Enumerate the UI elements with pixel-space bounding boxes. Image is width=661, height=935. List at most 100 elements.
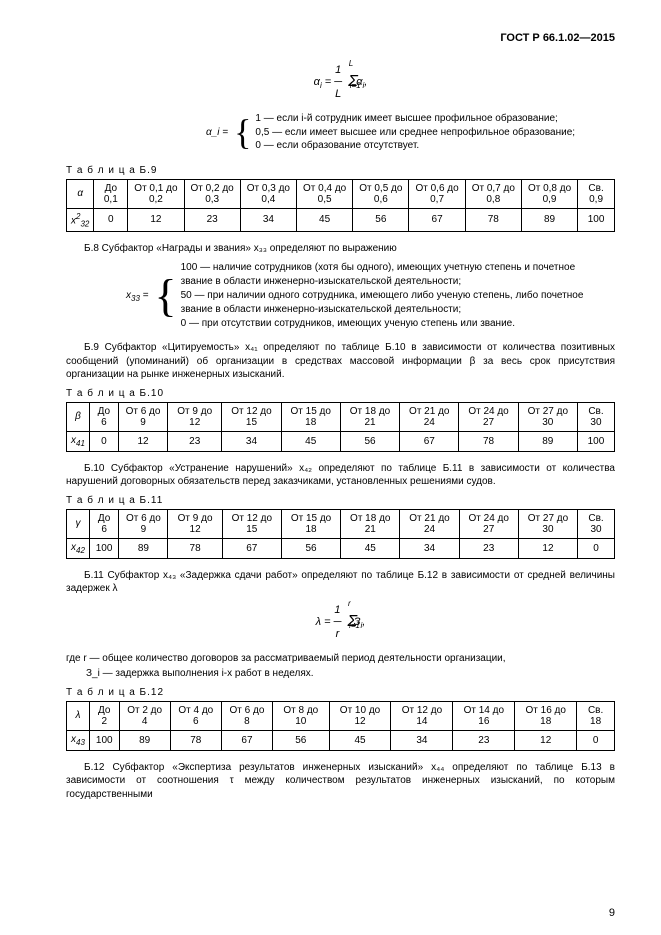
- t12-c6: 34: [391, 730, 453, 750]
- para-where2: З_i — задержка выполнения i-х работ в не…: [66, 667, 615, 681]
- t9-h0: α: [67, 179, 94, 208]
- t11-c0: 100: [89, 538, 118, 558]
- t9-c2: 23: [184, 208, 240, 231]
- t9-c7: 78: [465, 208, 521, 231]
- t10-h5: От 15 до 18: [281, 402, 340, 431]
- t11-rl: x42: [67, 538, 90, 558]
- t10-c6: 67: [400, 431, 459, 451]
- table-b10: β До 6 От 6 до 9 От 9 до 12 От 12 до 15 …: [66, 402, 615, 452]
- t9-c8: 89: [521, 208, 577, 231]
- brace-icon: {: [234, 114, 251, 150]
- t9-h2: От 0,1 до 0,2: [128, 179, 184, 208]
- t10-c8: 89: [518, 431, 577, 451]
- t12-h5: От 8 до 10: [273, 701, 330, 730]
- t12-c2: 78: [170, 730, 221, 750]
- t11-c3: 67: [222, 538, 281, 558]
- para-b11: Б.11 Субфактор x₄₃ «Задержка сдачи работ…: [66, 569, 615, 596]
- t11-c6: 34: [400, 538, 459, 558]
- t12-c4: 56: [273, 730, 330, 750]
- table-b12-label: Т а б л и ц а Б.12: [66, 687, 615, 698]
- t12-h0: λ: [67, 701, 90, 730]
- t10-c2: 23: [168, 431, 222, 451]
- t9-h9: От 0,8 до 0,9: [521, 179, 577, 208]
- table-b9-label: Т а б л и ц а Б.9: [66, 165, 615, 176]
- t12-h10: Св. 18: [577, 701, 615, 730]
- t9-c3: 34: [240, 208, 296, 231]
- t10-c5: 56: [340, 431, 399, 451]
- t12-h6: От 10 до 12: [329, 701, 391, 730]
- x33-l1: 100 — наличие сотрудников (хотя бы одног…: [181, 261, 601, 289]
- t11-h1: До 6: [89, 509, 118, 538]
- t11-c9: 0: [578, 538, 615, 558]
- t10-c0: 0: [89, 431, 118, 451]
- formula-lambda: λ = 1─r Σi=1r Зi,: [66, 604, 615, 640]
- t10-rl: x41: [67, 431, 90, 451]
- t12-c1: 89: [119, 730, 170, 750]
- t12-h9: От 16 до 18: [515, 701, 577, 730]
- t11-c5: 45: [341, 538, 400, 558]
- t11-h3: От 9 до 12: [168, 509, 222, 538]
- t10-c1: 12: [118, 431, 167, 451]
- t9-c5: 56: [353, 208, 409, 231]
- para-b9: Б.9 Субфактор «Цитируемость» x₄₁ определ…: [66, 341, 615, 382]
- t12-h2: От 2 до 4: [119, 701, 170, 730]
- t12-c0: 100: [89, 730, 119, 750]
- x33-l3: 0 — при отсутствии сотрудников, имеющих …: [181, 317, 601, 331]
- t9-h1: До 0,1: [94, 179, 128, 208]
- t11-h7: От 21 до 24: [400, 509, 459, 538]
- t12-h7: От 12 до 14: [391, 701, 453, 730]
- page-number: 9: [609, 907, 615, 919]
- t10-h4: От 12 до 15: [222, 402, 281, 431]
- alpha-lhs: α_i =: [206, 127, 228, 138]
- t12-c3: 67: [221, 730, 272, 750]
- t10-h1: До 6: [89, 402, 118, 431]
- t12-c8: 12: [515, 730, 577, 750]
- para-b8: Б.8 Субфактор «Награды и звания» x₃₃ опр…: [66, 242, 615, 256]
- t10-h8: От 24 до 27: [459, 402, 518, 431]
- table-b11-label: Т а б л и ц а Б.11: [66, 495, 615, 506]
- t10-c9: 100: [577, 431, 614, 451]
- t12-h4: От 6 до 8: [221, 701, 272, 730]
- t11-c2: 78: [168, 538, 222, 558]
- table-b10-label: Т а б л и ц а Б.10: [66, 388, 615, 399]
- para-where1: где r — общее количество договоров за ра…: [66, 652, 615, 666]
- t10-h9: От 27 до 30: [518, 402, 577, 431]
- t11-h0: γ: [67, 509, 90, 538]
- t11-c8: 12: [518, 538, 577, 558]
- t11-h9: От 27 до 30: [518, 509, 577, 538]
- alpha-line3: 0 — если образование отсутствует.: [255, 139, 575, 153]
- t9-h5: От 0,4 до 0,5: [297, 179, 353, 208]
- doc-header: ГОСТ Р 66.1.02—2015: [66, 32, 615, 44]
- x33-l2: 50 — при наличии одного сотрудника, имею…: [181, 289, 601, 317]
- t12-h8: От 14 до 16: [453, 701, 515, 730]
- table-b9: α До 0,1 От 0,1 до 0,2 От 0,2 до 0,3 От …: [66, 179, 615, 232]
- para-b10: Б.10 Субфактор «Устранение нарушений» x₄…: [66, 462, 615, 489]
- t12-h1: До 2: [89, 701, 119, 730]
- t11-h10: Св. 30: [578, 509, 615, 538]
- t10-h0: β: [67, 402, 90, 431]
- t9-h3: От 0,2 до 0,3: [184, 179, 240, 208]
- t9-c4: 45: [297, 208, 353, 231]
- t10-h10: Св. 30: [577, 402, 614, 431]
- t9-h4: От 0,3 до 0,4: [240, 179, 296, 208]
- t12-c7: 23: [453, 730, 515, 750]
- table-b11: γ До 6 От 6 до 9 От 9 до 12 От 12 до 15 …: [66, 509, 615, 559]
- page: ГОСТ Р 66.1.02—2015 αi = 1─L Σi=1L αi, α…: [0, 0, 661, 935]
- alpha-line2: 0,5 — если имеет высшее или среднее непр…: [255, 126, 575, 140]
- t10-h2: От 6 до 9: [118, 402, 167, 431]
- t9-c1: 12: [128, 208, 184, 231]
- t11-h4: От 12 до 15: [222, 509, 281, 538]
- t11-h5: От 15 до 18: [281, 509, 340, 538]
- t11-c7: 23: [459, 538, 518, 558]
- alpha-definition: α_i = { 1 — если i-й сотрудник имеет выс…: [206, 112, 615, 153]
- t9-h8: От 0,7 до 0,8: [465, 179, 521, 208]
- t10-c7: 78: [459, 431, 518, 451]
- para-b12: Б.12 Субфактор «Экспертиза результатов и…: [66, 761, 615, 802]
- t9-rl: x232: [67, 208, 94, 231]
- t11-h2: От 6 до 9: [119, 509, 168, 538]
- x33-lhs: x33 =: [126, 290, 149, 303]
- t9-c9: 100: [578, 208, 615, 231]
- t11-h6: От 18 до 21: [341, 509, 400, 538]
- t10-h7: От 21 до 24: [400, 402, 459, 431]
- t9-h6: От 0,5 до 0,6: [353, 179, 409, 208]
